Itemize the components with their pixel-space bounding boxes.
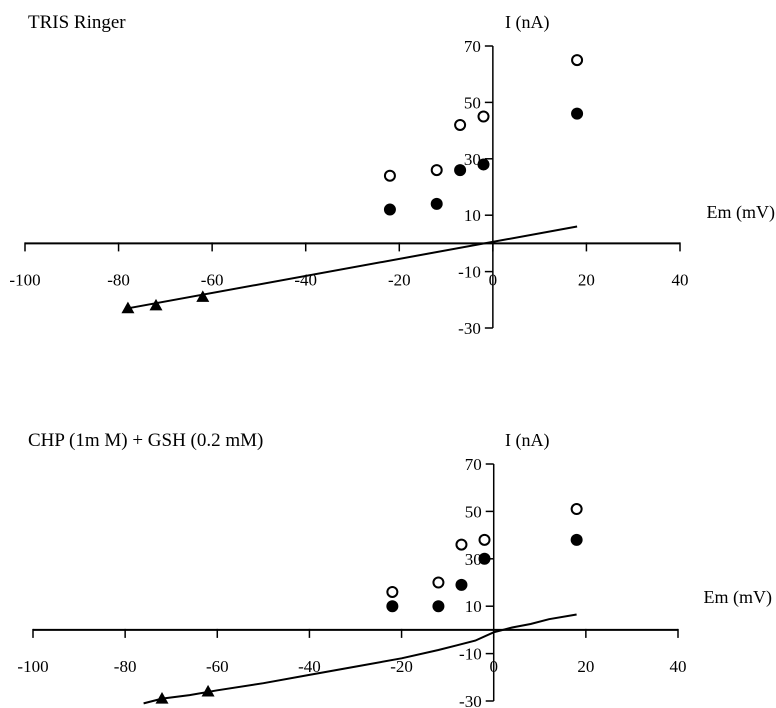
open-circle-point: [386, 585, 399, 598]
open-circle-point: [454, 118, 467, 131]
x-tick-label: 40: [672, 270, 689, 289]
triangle-point: [196, 290, 210, 302]
x-tick-label: -100: [17, 657, 48, 676]
filled-circle-point: [386, 600, 399, 613]
y-axis-label: I (nA): [505, 430, 549, 451]
x-tick-label: -20: [388, 270, 411, 289]
triangle-point: [201, 684, 215, 697]
y-tick-label: 10: [464, 206, 481, 225]
trend-line: [127, 225, 578, 310]
filled-circle-point: [455, 578, 468, 591]
y-tick-label: -10: [458, 263, 481, 282]
y-tick-label: 70: [465, 455, 482, 474]
filled-circle-point: [383, 203, 396, 216]
x-tick-label: -80: [114, 657, 137, 676]
open-circle-point: [477, 110, 490, 123]
panel-chp-gsh: CHP (1m M) + GSH (0.2 mM) I (nA) Em (mV) -1…: [17, 430, 772, 708]
filled-circle-point: [478, 552, 491, 565]
x-tick-label: -100: [9, 270, 40, 289]
filled-circle-point: [571, 107, 584, 120]
filled-circle-point: [570, 533, 583, 546]
trend-line: [143, 613, 577, 705]
open-circle-point: [570, 503, 583, 516]
open-circle-point: [455, 538, 468, 551]
y-tick-label: 30: [464, 150, 481, 169]
x-tick-label: -40: [298, 657, 321, 676]
x-tick-label: -60: [201, 270, 224, 289]
x-axis-label: Em (mV): [707, 202, 775, 223]
y-tick-label: 70: [464, 37, 481, 56]
y-tick-label: 50: [465, 502, 482, 521]
triangle-point: [149, 298, 163, 311]
y-tick-label: -10: [459, 645, 482, 664]
panel-tris-ringer: TRIS Ringer I (nA)Em (mV)-100 -80 -60 -40 -20…: [9, 12, 775, 338]
y-tick-label: 50: [464, 93, 481, 112]
x-tick-label: 40: [670, 657, 687, 676]
filled-circle-point: [432, 600, 445, 613]
open-circle-point: [478, 533, 491, 546]
y-tick-label: 30: [465, 550, 482, 569]
x-tick-label: -80: [107, 270, 130, 289]
x-tick-label: 0: [489, 270, 498, 289]
y-tick-label: -30: [459, 692, 482, 708]
x-tick-label: -40: [294, 270, 317, 289]
x-tick-label: -60: [206, 657, 229, 676]
open-circle-point: [432, 576, 445, 589]
x-tick-label: -20: [390, 657, 413, 676]
x-tick-label: 20: [577, 657, 594, 676]
x-tick-label: 0: [489, 657, 498, 676]
open-circle-point: [430, 164, 443, 177]
filled-circle-point: [477, 158, 490, 171]
open-circle-point: [383, 169, 396, 182]
y-tick-label: -30: [458, 319, 481, 338]
chart-title: TRIS Ringer: [28, 12, 126, 33]
y-tick-label: 10: [465, 597, 482, 616]
y-axis-label: I (nA): [505, 12, 549, 33]
filled-circle-point: [454, 164, 467, 177]
filled-circle-point: [430, 197, 443, 210]
chart-title: CHP (1m M) + GSH (0.2 mM): [28, 430, 263, 451]
open-circle-point: [571, 54, 584, 67]
x-axis-label: Em (mV): [704, 587, 772, 608]
x-tick-label: 20: [578, 270, 595, 289]
